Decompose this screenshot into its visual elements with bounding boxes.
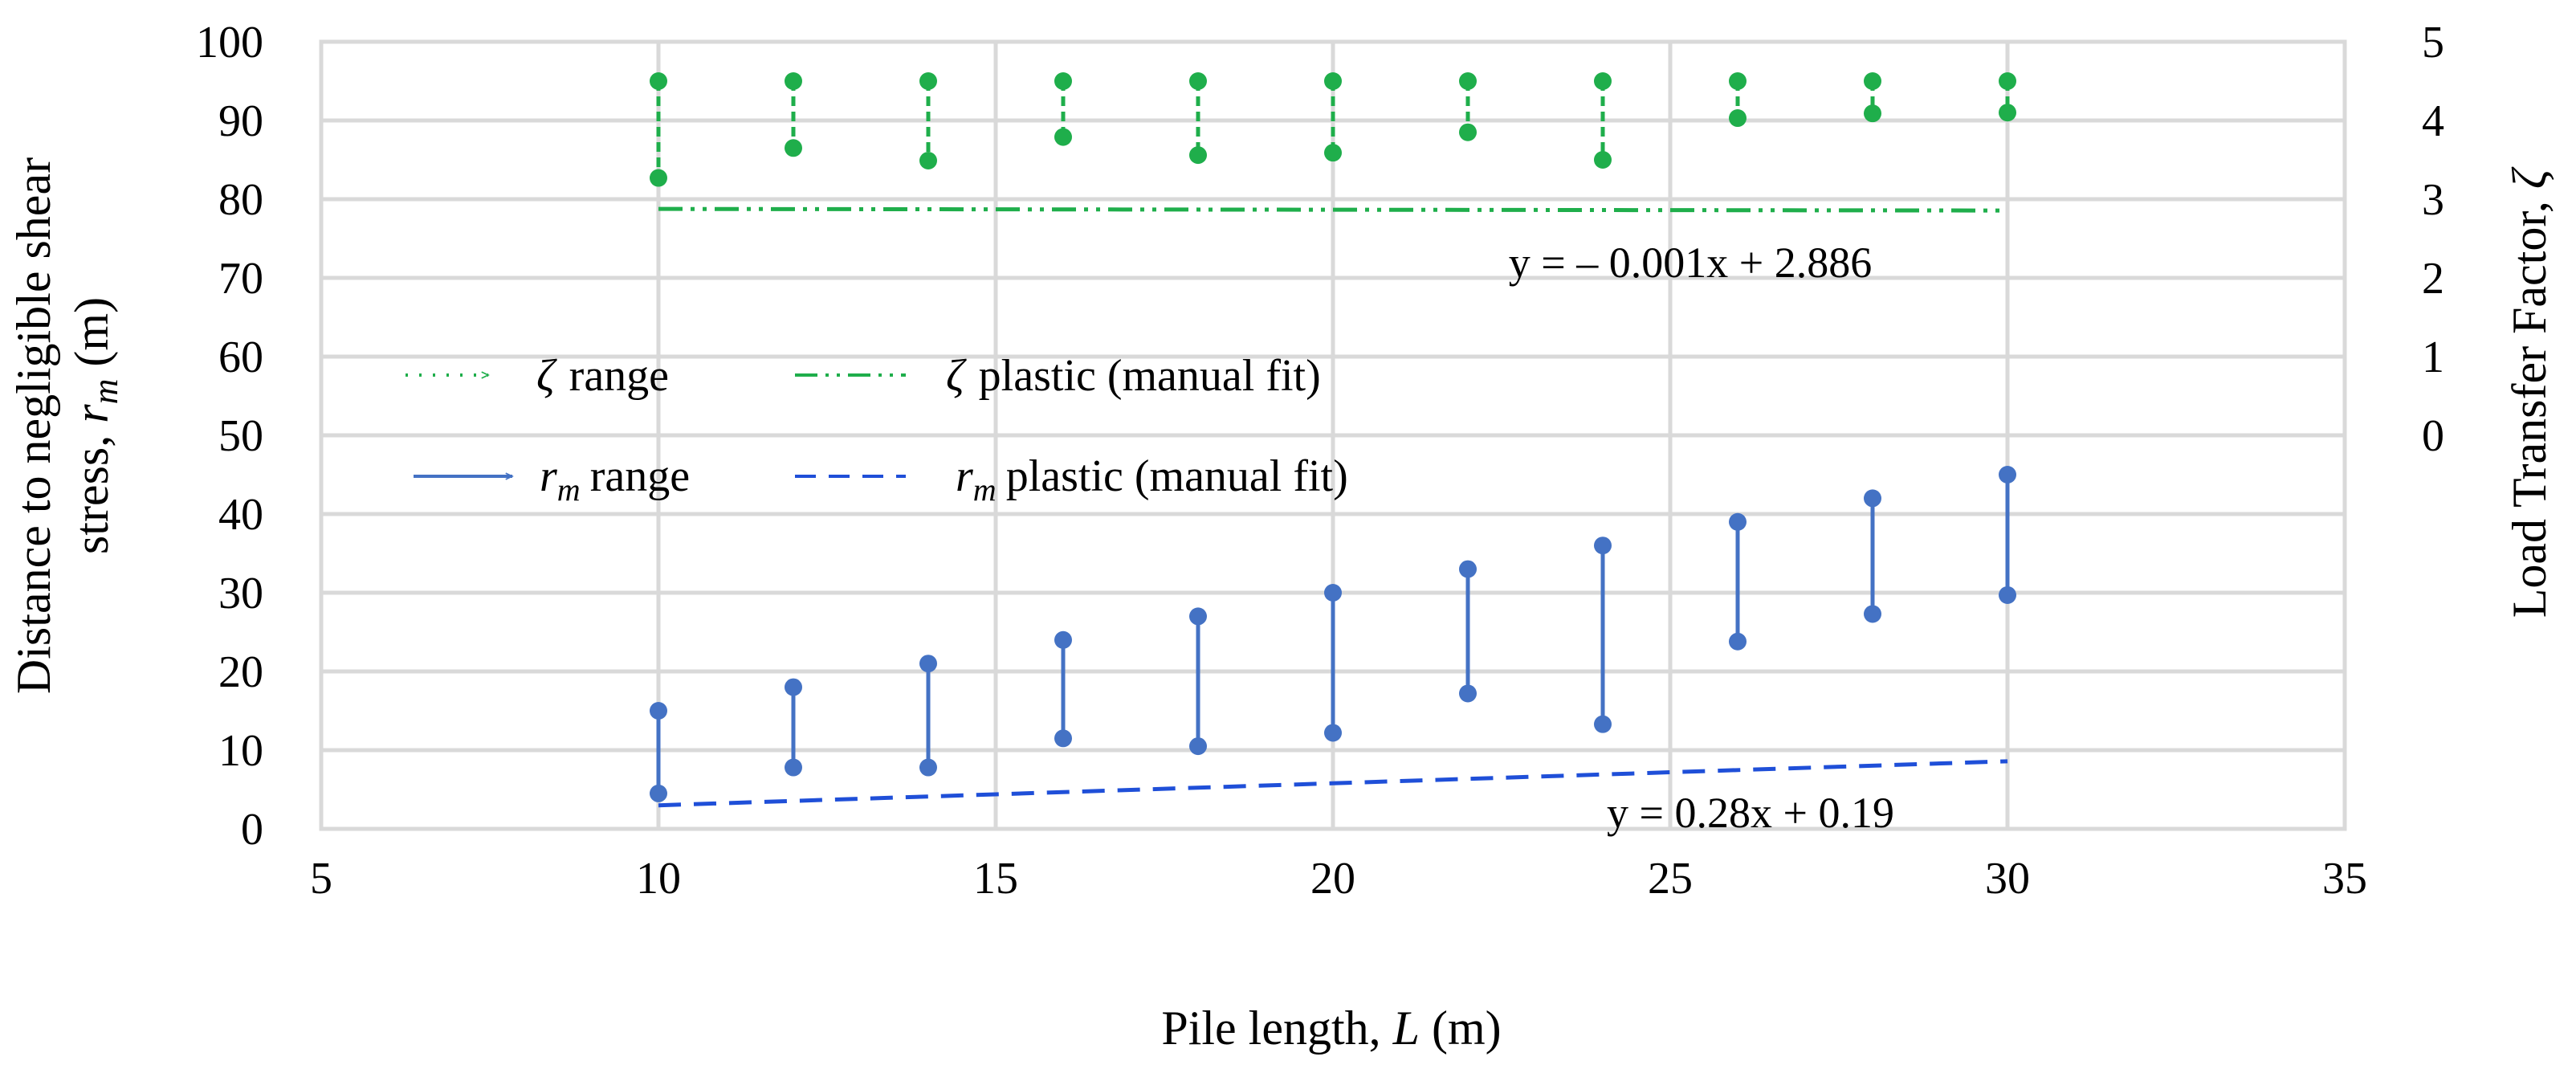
y-right-tick-label: 4 bbox=[2422, 96, 2444, 146]
zeta-range-end-point bbox=[919, 151, 937, 169]
rm-range-start-point bbox=[919, 655, 937, 673]
zeta-range-end-point bbox=[1189, 146, 1207, 165]
rm-range-end-point bbox=[919, 758, 937, 777]
svg-text:Load Transfer Factor, ζ: Load Transfer Factor, ζ bbox=[2503, 166, 2556, 618]
rm-range-end-point bbox=[1999, 586, 2016, 604]
rm-range-end-point bbox=[1729, 632, 1747, 651]
y-right-axis-title: Load Transfer Factor, ζ bbox=[2503, 166, 2556, 618]
legend-label-zeta-fit: ζ plastic (manual fit) bbox=[946, 351, 1321, 401]
zeta-range-end-point bbox=[1999, 104, 2016, 122]
rm-range-start-point bbox=[1999, 466, 2016, 483]
zeta-range-end-point bbox=[1864, 104, 1881, 123]
legend-item-rm-range: rm range bbox=[414, 451, 690, 508]
y-right-tick-label: 3 bbox=[2422, 175, 2444, 225]
zeta-range-end-point bbox=[1459, 123, 1477, 141]
y-right-tick-label: 0 bbox=[2422, 411, 2444, 461]
y-left-tick-label: 100 bbox=[196, 18, 263, 67]
rm-range-end-point bbox=[650, 784, 667, 802]
x-tick-label: 15 bbox=[973, 854, 1018, 904]
x-tick-label: 30 bbox=[1985, 854, 2030, 904]
y-right-tick-label: 1 bbox=[2422, 333, 2444, 382]
zeta-range-series bbox=[650, 72, 2016, 187]
zeta-range-start-point bbox=[1999, 72, 2016, 90]
x-axis-ticks: 5 10 15 20 25 30 35 bbox=[310, 854, 2367, 904]
zeta-range-end-point bbox=[1054, 128, 1072, 146]
legend-label-rm-range: rm range bbox=[540, 451, 690, 508]
rm-range-end-point bbox=[1054, 729, 1072, 748]
rm-range-end-point bbox=[1459, 684, 1477, 703]
legend-item-rm-fit: rm plastic (manual fit) bbox=[795, 451, 1348, 508]
y-left-tick-label: 50 bbox=[218, 411, 263, 461]
legend-item-zeta-range: ζ range bbox=[406, 351, 669, 401]
zeta-range-start-point bbox=[1324, 72, 1342, 90]
y-left-axis-ticks: 0 10 20 30 40 50 60 70 80 90 100 bbox=[196, 18, 263, 855]
rm-range-series bbox=[650, 466, 2016, 802]
x-tick-label: 25 bbox=[1648, 854, 1693, 904]
x-tick-label: 35 bbox=[2322, 854, 2367, 904]
y-left-axis-title: Distance to negligible shear stress, rm … bbox=[7, 157, 125, 694]
rm-range-end-point bbox=[1189, 737, 1207, 756]
x-tick-label: 10 bbox=[636, 854, 681, 904]
legend-label-zeta-range: ζ range bbox=[536, 351, 669, 401]
y-left-tick-label: 10 bbox=[218, 726, 263, 776]
zeta-range-start-point bbox=[1054, 72, 1072, 90]
rm-range-start-point bbox=[1189, 607, 1207, 626]
legend: ζ range ζ plastic (manual fit) rm range rm p… bbox=[406, 351, 1348, 508]
y-left-tick-label: 70 bbox=[218, 254, 263, 304]
zeta-range-start-point bbox=[1189, 72, 1207, 90]
zeta-range-start-point bbox=[1594, 72, 1612, 90]
rm-range-start-point bbox=[1324, 584, 1342, 602]
zeta-range-end-point bbox=[1324, 144, 1342, 162]
x-tick-label: 5 bbox=[310, 854, 332, 904]
rm-fit-equation: y = 0.28x + 0.19 bbox=[1607, 789, 1894, 837]
rm-range-start-point bbox=[1459, 560, 1477, 578]
rm-range-start-point bbox=[1864, 489, 1881, 508]
zeta-range-start-point bbox=[785, 72, 802, 90]
zeta-range-start-point bbox=[1864, 72, 1881, 90]
zeta-range-start-point bbox=[919, 72, 937, 90]
y-right-tick-label: 2 bbox=[2422, 254, 2444, 304]
rm-range-end-point bbox=[1594, 715, 1612, 733]
y-left-tick-label: 80 bbox=[218, 175, 263, 225]
rm-range-start-point bbox=[650, 702, 667, 720]
rm-range-end-point bbox=[1864, 605, 1881, 623]
zeta-fit-equation: y = – 0.001x + 2.886 bbox=[1509, 239, 1872, 287]
legend-item-zeta-fit: ζ plastic (manual fit) bbox=[795, 351, 1321, 401]
y-left-tick-label: 0 bbox=[241, 805, 263, 855]
rm-range-end-point bbox=[1324, 724, 1342, 742]
y-left-tick-label: 40 bbox=[218, 490, 263, 540]
zeta-range-start-point bbox=[650, 72, 667, 90]
fit-lines bbox=[658, 206, 2008, 808]
zeta-range-end-point bbox=[1729, 109, 1747, 128]
rm-range-start-point bbox=[1729, 512, 1747, 531]
legend-label-rm-fit: rm plastic (manual fit) bbox=[956, 451, 1348, 508]
zeta-fit-line bbox=[658, 206, 2008, 213]
zeta-range-end-point bbox=[650, 169, 667, 187]
zeta-range-end-point bbox=[1594, 151, 1612, 169]
zeta-range-start-point bbox=[1729, 72, 1747, 90]
y-left-tick-label: 90 bbox=[218, 96, 263, 146]
y-right-tick-label: 5 bbox=[2422, 18, 2444, 67]
x-tick-label: 20 bbox=[1310, 854, 1355, 904]
y-left-tick-label: 30 bbox=[218, 569, 263, 618]
zeta-range-end-point bbox=[785, 139, 802, 157]
y-left-tick-label: 60 bbox=[218, 333, 263, 382]
y-left-axis-title-line2: stress, rm (m) bbox=[65, 297, 125, 554]
y-right-axis-ticks: 0 1 2 3 4 5 bbox=[2422, 18, 2444, 461]
rm-range-start-point bbox=[785, 678, 802, 696]
rm-range-start-point bbox=[1594, 537, 1612, 555]
y-left-axis-title-line1: Distance to negligible shear bbox=[7, 157, 60, 694]
rm-range-start-point bbox=[1054, 630, 1072, 649]
rm-range-end-point bbox=[785, 758, 802, 777]
y-left-tick-label: 20 bbox=[218, 647, 263, 697]
rm-fit-line bbox=[658, 759, 2008, 808]
x-axis-title: Pile length, L (m) bbox=[1161, 1002, 1501, 1055]
zeta-range-start-point bbox=[1459, 72, 1477, 90]
